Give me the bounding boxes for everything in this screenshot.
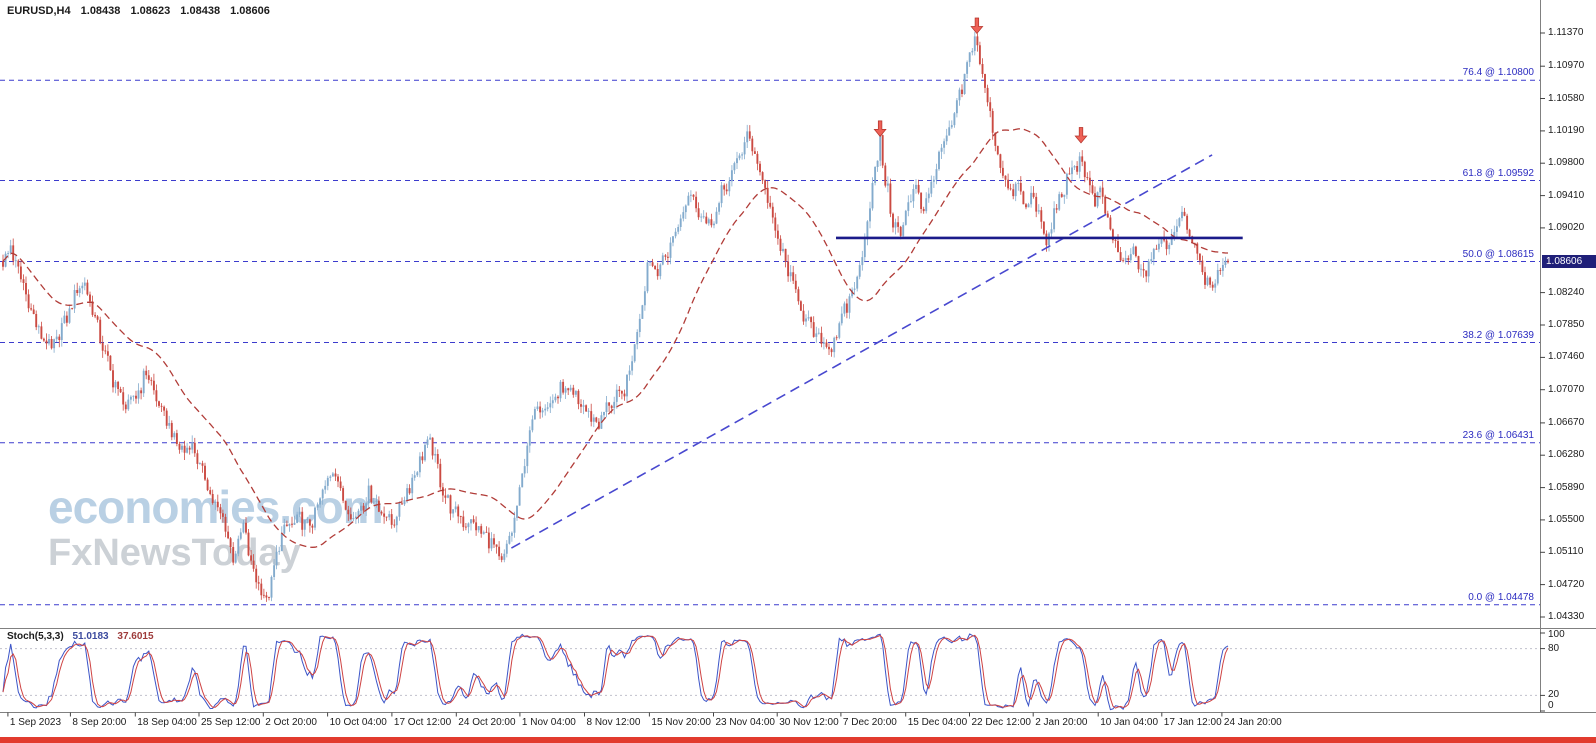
price-tick-label: 1.08240 [1548,286,1585,298]
price-tick-label: 1.11370 [1548,27,1584,38]
bottom-red-bar [0,737,1596,743]
watermark: economies.com FxNewsToday [48,481,384,574]
time-axis-label: 25 Sep 12:00 [201,717,261,728]
sell-arrows[interactable] [873,17,1088,144]
stoch-level-lines [0,648,1540,696]
open-value: 1.08438 [80,5,121,17]
price-tick-label: 1.04720 [1548,578,1585,590]
time-axis-label: 17 Jan 12:00 [1163,717,1222,728]
time-axis-label: 10 Oct 04:00 [329,717,387,728]
price-tick-label: 1.06670 [1548,416,1585,428]
price-tick-label: 1.10580 [1548,92,1585,104]
price-axis-tick-marks [1540,32,1545,618]
stoch-signal-line [2,634,1229,709]
price-tick-label: 1.07070 [1548,383,1585,395]
time-axis-label: 23 Nov 04:00 [715,717,776,728]
symbol-timeframe-label: EURUSD,H4 [7,5,71,17]
sell-arrow-icon[interactable] [1074,127,1088,144]
price-tick-label: 1.09800 [1548,157,1585,169]
low-value: 1.08438 [180,5,221,17]
time-axis-label: 24 Oct 20:00 [458,717,516,728]
price-tick-label: 1.05890 [1548,481,1585,493]
stoch-axis[interactable]: 100 80 20 0 [1541,629,1596,712]
current-price-badge: 1.08606 [1542,255,1596,269]
time-axis-label: 1 Sep 2023 [9,717,62,728]
stoch-k-value: 51.0183 [72,631,109,642]
fibonacci-retracement-lines[interactable] [0,79,1540,606]
stoch-scale-label: 0 [1548,700,1554,711]
sell-arrow-icon[interactable] [873,120,887,137]
time-axis[interactable]: 1 Sep 2023 8 Sep 20:00 18 Sep 04:00 25 Sep … [0,713,1596,737]
time-axis-label: 30 Nov 12:00 [779,717,839,728]
price-tick-label: 1.10190 [1548,124,1585,136]
candlesticks [2,31,1229,602]
moving-average-line [2,128,1228,548]
watermark-economies-logo: economies.com [48,481,384,533]
time-axis-label: 2 Jan 20:00 [1035,717,1088,728]
price-tick-label: 1.07460 [1548,351,1585,363]
stoch-scale-label: 80 [1548,642,1560,654]
price-tick-label: 1.05110 [1548,546,1584,558]
stoch-d-value: 37.6015 [117,631,154,642]
stoch-scale-label: 20 [1548,689,1560,701]
symbol-ohlc-header: EURUSD,H4 1.08438 1.08623 1.08438 1.0860… [7,5,277,17]
price-tick-label: 1.04330 [1548,611,1585,622]
time-axis-label: 15 Dec 04:00 [907,717,968,728]
stoch-scale-label: 100 [1548,629,1565,640]
time-axis-label: 7 Dec 20:00 [842,717,897,728]
time-axis-label: 22 Dec 12:00 [971,717,1032,728]
price-tick-label: 1.09020 [1548,221,1585,233]
price-axis[interactable]: 1.11370 1.10970 1.10580 1.10190 1.09800 1.094… [1541,0,1596,712]
high-value: 1.08623 [130,5,171,17]
time-axis-label: 24 Jan 20:00 [1223,717,1282,728]
time-axis-label: 8 Nov 12:00 [586,717,641,728]
time-axis-tick-marks [7,712,1223,717]
stoch-indicator-label: Stoch(5,3,3) 51.0183 37.6015 [7,631,160,642]
close-value: 1.08606 [230,5,270,17]
stoch-main-line [2,633,1229,711]
time-axis-label: 10 Jan 04:00 [1100,717,1159,728]
ascending-trendline[interactable] [511,154,1213,549]
panel-separators [0,0,1596,713]
price-tick-label: 1.10970 [1548,60,1585,72]
watermark-fxnewstoday-logo: FxNewsToday [48,532,301,574]
stoch-axis-tick-marks [1540,632,1545,712]
sell-arrow-icon[interactable] [970,17,984,35]
time-axis-label: 17 Oct 12:00 [393,717,452,728]
price-tick-label: 1.06280 [1548,449,1585,461]
time-axis-label: 15 Nov 20:00 [651,717,711,728]
price-tick-label: 1.09410 [1548,189,1585,201]
time-axis-label: 18 Sep 04:00 [137,717,197,728]
time-axis-label: 2 Oct 20:00 [265,717,317,728]
time-axis-label: 1 Nov 04:00 [521,717,576,728]
price-tick-label: 1.07850 [1548,319,1585,330]
price-tick-label: 1.05500 [1548,513,1585,525]
stoch-name: Stoch(5,3,3) [7,631,64,642]
time-axis-label: 8 Sep 20:00 [72,717,127,728]
